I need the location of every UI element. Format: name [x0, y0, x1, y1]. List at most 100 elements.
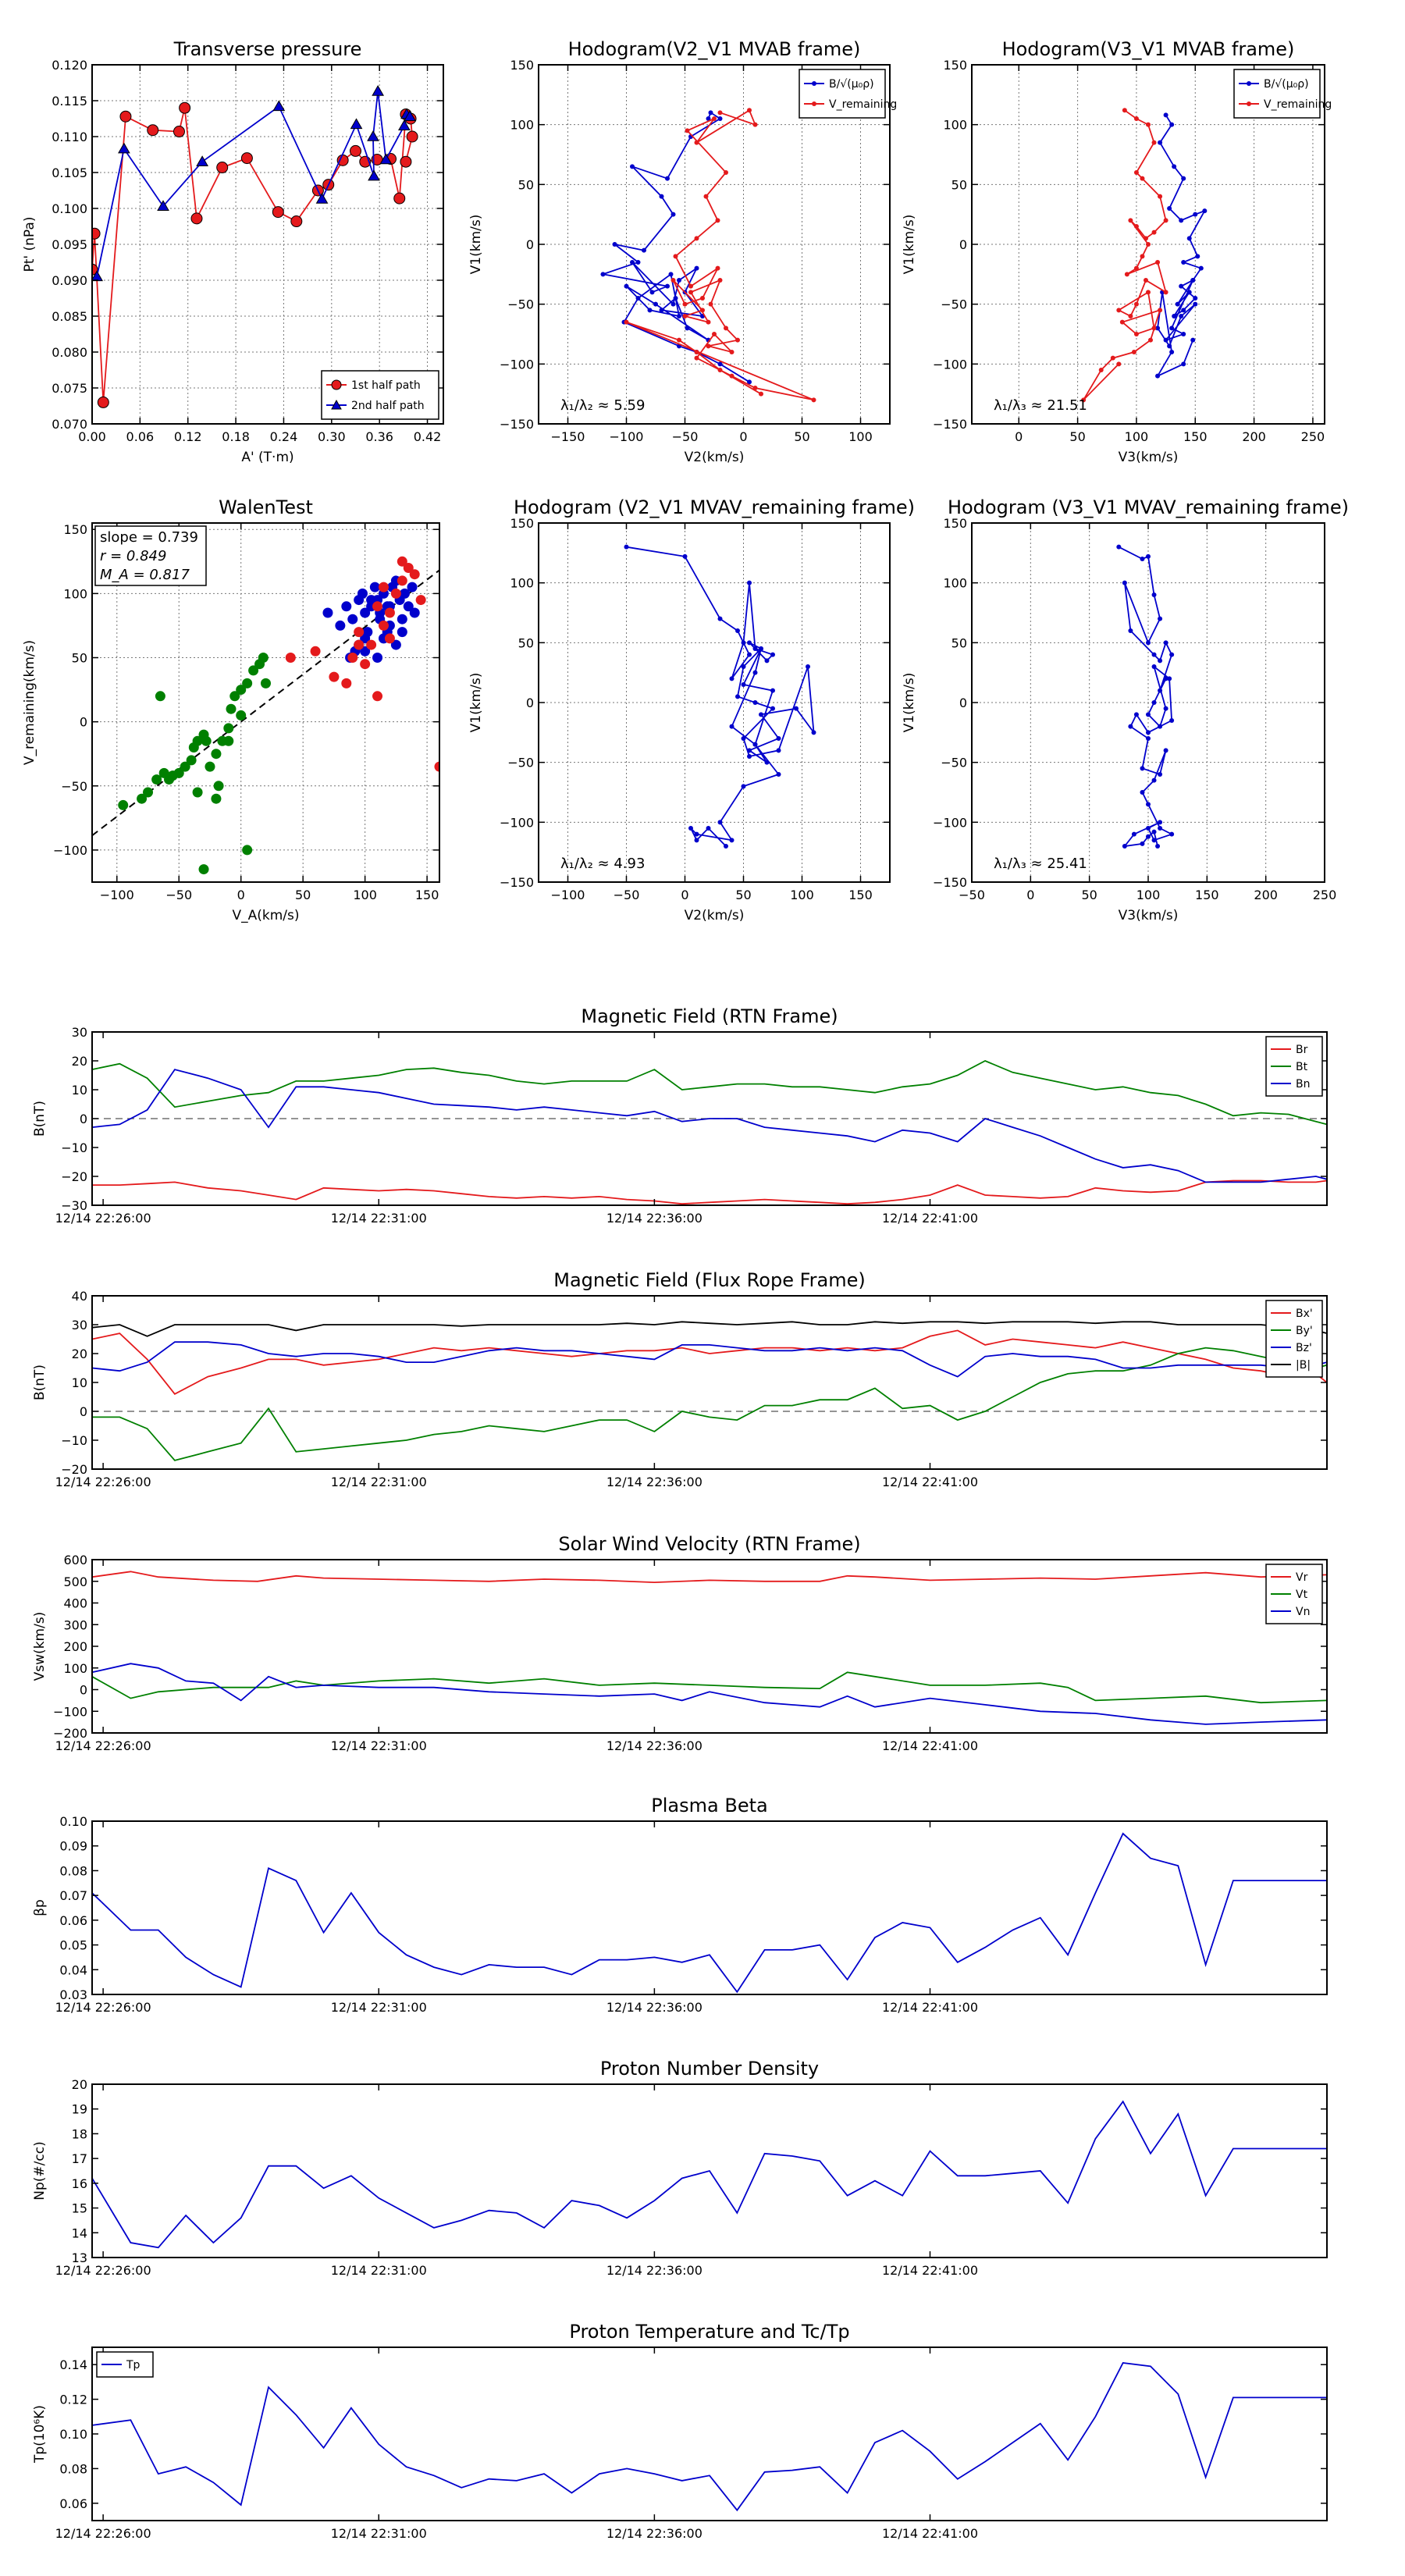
plot-area: [92, 1832, 1327, 1994]
data-point: [403, 601, 414, 612]
y-tick-label: 0.10: [59, 2427, 87, 2442]
y-axis-label: V1(km/s): [468, 215, 484, 275]
x-tick-label: 50: [1081, 888, 1097, 902]
data-point: [741, 640, 746, 646]
data-point: [1163, 112, 1168, 118]
data-point: [1133, 301, 1139, 307]
data-point: [776, 748, 781, 753]
x-tick-label: 0.00: [78, 429, 106, 444]
data-point: [1181, 308, 1186, 313]
data-point: [354, 627, 365, 638]
data-point: [747, 652, 752, 657]
data-point: [764, 760, 770, 765]
y-tick-label: 100: [510, 118, 534, 133]
data-point: [747, 108, 752, 113]
x-tick-label: 0.42: [414, 429, 442, 444]
x-tick-label: 0.30: [318, 429, 346, 444]
data-point: [92, 227, 101, 240]
data-point: [1133, 712, 1139, 717]
data-point: [659, 308, 664, 313]
y-tick-label: −100: [933, 357, 967, 372]
plot-frame: [91, 1559, 1328, 1734]
series-line-by-: [92, 1347, 1327, 1461]
data-point: [717, 820, 723, 825]
plot-area: [92, 85, 418, 408]
series-line-b-: [1155, 114, 1207, 378]
data-point: [1175, 301, 1180, 307]
series-line-br: [92, 1179, 1327, 1205]
data-point: [1122, 108, 1127, 113]
y-tick-label: −150: [500, 875, 534, 890]
data-point: [811, 730, 816, 735]
data-point: [1131, 831, 1136, 837]
data-point: [315, 193, 329, 204]
y-tick-label: 0.09: [59, 1839, 87, 1854]
legend-label: Br: [1296, 1044, 1308, 1056]
data-point: [1151, 829, 1157, 834]
data-point: [1193, 212, 1198, 217]
y-tick-label: 400: [63, 1596, 87, 1611]
data-point: [747, 754, 752, 759]
data-point: [770, 688, 775, 693]
data-point: [1151, 652, 1157, 657]
y-tick-label: 100: [63, 586, 87, 601]
data-point: [1151, 229, 1157, 235]
data-point: [1163, 676, 1168, 681]
x-axis-label: V3(km/s): [1119, 908, 1179, 923]
y-tick-label: 100: [63, 1661, 87, 1676]
data-point: [685, 326, 690, 331]
x-tick-label: −100: [100, 888, 134, 902]
data-point: [688, 283, 693, 289]
data-point: [400, 588, 410, 599]
data-point: [1151, 838, 1157, 843]
data-point: [1151, 592, 1157, 597]
x-tick-label: 12/14 22:36:00: [606, 1475, 702, 1489]
data-point: [1140, 790, 1145, 795]
y-tick-label: 300: [63, 1617, 87, 1632]
data-point: [1186, 236, 1192, 241]
data-point: [700, 308, 705, 313]
data-point: [642, 247, 646, 253]
data-point: [717, 116, 723, 121]
x-tick-label: 150: [848, 888, 873, 902]
data-point: [1146, 122, 1151, 127]
x-tick-label: 0.18: [222, 429, 250, 444]
data-point: [694, 265, 699, 271]
data-point: [1146, 834, 1151, 839]
legend-label: Bn: [1296, 1078, 1310, 1091]
data-point: [354, 639, 365, 650]
data-point: [682, 314, 688, 318]
plot-area: [92, 1321, 1327, 1461]
y-tick-label: 0: [526, 696, 534, 710]
y-tick-label: −30: [61, 1198, 87, 1213]
data-point: [173, 767, 184, 778]
y-tick-label: −50: [507, 297, 534, 312]
x-tick-label: 0: [681, 888, 688, 902]
series-line-tp: [92, 2362, 1327, 2512]
data-point: [357, 588, 368, 599]
data-point: [1146, 736, 1151, 741]
chart-title: Hodogram(V3_V1 MVAB frame): [1002, 38, 1295, 60]
y-tick-label: −50: [941, 756, 967, 770]
chart-ts4: 12/14 22:26:00 12/14 22:31:00 12/14 22:36:…: [32, 1795, 1328, 2015]
y-axis-label: V1(km/s): [902, 215, 917, 275]
y-tick-label: 0.08: [59, 1863, 87, 1878]
y-axis-label: Tp(10⁶K): [32, 2405, 48, 2464]
series-line-vt: [92, 1671, 1327, 1704]
data-point: [647, 308, 653, 313]
data-point: [1128, 724, 1133, 729]
plot-area: [92, 2100, 1327, 2249]
data-point: [806, 664, 810, 669]
data-point: [1169, 718, 1175, 723]
stats-box: [94, 525, 207, 586]
plot-area: [118, 556, 439, 875]
data-point: [1122, 580, 1127, 585]
y-tick-label: 10: [72, 1083, 87, 1098]
y-tick-label: 150: [63, 522, 87, 537]
data-point: [1179, 314, 1184, 318]
chart-ts5: 12/14 22:26:00 12/14 22:31:00 12/14 22:36:…: [32, 2058, 1328, 2278]
data-point: [119, 110, 132, 123]
data-point: [366, 639, 377, 650]
x-tick-label: 100: [353, 888, 377, 902]
data-point: [1098, 368, 1104, 372]
